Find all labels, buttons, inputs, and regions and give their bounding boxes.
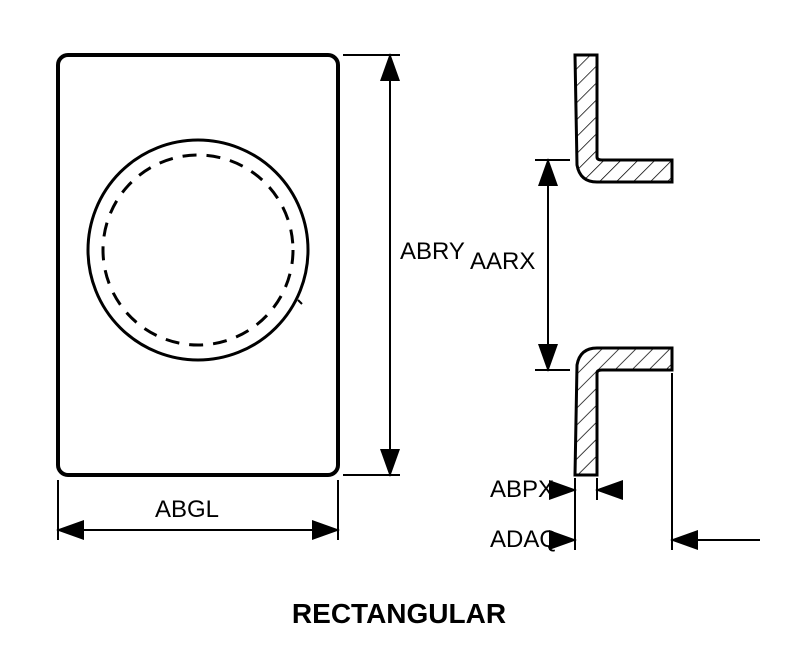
- label-abpx: ABPX: [490, 476, 554, 504]
- dim-abry: [343, 55, 400, 475]
- diagram-title: RECTANGULAR: [0, 598, 798, 630]
- side-view: [575, 55, 672, 475]
- dim-aarx: [535, 160, 570, 370]
- label-abry: ABRY: [400, 238, 465, 266]
- dim-abpx: [560, 478, 612, 500]
- label-aarx: AARX: [470, 248, 535, 276]
- label-adaq: ADAQ: [490, 526, 558, 554]
- diagram-container: ABGL ABRY AARX ABPX ADAQ RECTANGULAR: [0, 0, 798, 662]
- label-abgl: ABGL: [155, 496, 219, 524]
- technical-drawing: [0, 0, 798, 662]
- front-view: [58, 55, 338, 475]
